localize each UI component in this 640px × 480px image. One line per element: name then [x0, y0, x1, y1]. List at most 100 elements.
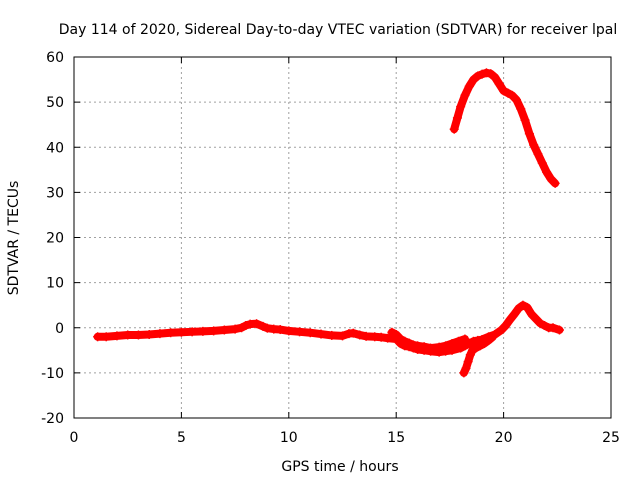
y-tick-label: 20 — [46, 231, 64, 247]
x-axis-label: GPS time / hours — [281, 459, 398, 475]
series-dip-and-recovery — [459, 332, 498, 378]
data-point — [447, 339, 457, 349]
data-point — [316, 329, 326, 339]
data-point — [533, 149, 543, 159]
data-point — [338, 331, 347, 341]
data-point — [112, 331, 122, 341]
data-point — [496, 325, 506, 335]
data-point — [460, 334, 470, 344]
y-tick-label: -20 — [41, 411, 64, 427]
data-point — [456, 102, 466, 112]
data-point — [400, 336, 410, 346]
data-point — [376, 332, 386, 342]
data-point — [554, 325, 564, 335]
data-point — [241, 320, 251, 330]
data-point — [463, 357, 473, 367]
x-tick-label: 10 — [280, 430, 298, 446]
data-point — [166, 328, 176, 338]
y-tick-label: 0 — [55, 321, 64, 337]
data-point — [348, 328, 358, 338]
data-point — [509, 309, 519, 319]
data-point — [531, 314, 541, 324]
data-point — [413, 341, 423, 351]
data-point — [546, 174, 556, 184]
data-point — [361, 331, 371, 341]
data-point — [548, 323, 558, 333]
data-point — [501, 320, 511, 330]
data-point — [527, 309, 537, 319]
data-point — [505, 315, 515, 325]
data-point — [230, 324, 240, 334]
series-main-track — [93, 300, 564, 357]
data-point — [473, 71, 483, 81]
y-tick-label: 30 — [46, 185, 64, 201]
data-point — [488, 332, 498, 342]
data-point — [542, 167, 552, 177]
y-tick-label: 60 — [46, 50, 64, 66]
data-point — [520, 115, 530, 125]
y-tick-label: 10 — [46, 276, 64, 292]
data-point — [209, 326, 219, 336]
y-tick-label: 50 — [46, 95, 64, 111]
series-secondary-track — [387, 327, 470, 353]
x-tick-label: 5 — [177, 430, 186, 446]
y-axis-label: SDTVAR / TECUs — [6, 181, 22, 296]
data-point — [537, 158, 547, 168]
data-point — [449, 124, 459, 134]
x-tick-label: 0 — [70, 430, 79, 446]
x-tick-label: 25 — [602, 430, 620, 446]
data-point — [101, 332, 111, 342]
tick-labels: 0 5 10 15 20 25 -20 -10 0 10 20 30 40 50 60 — [41, 50, 620, 446]
data-point — [453, 336, 463, 346]
data-point — [459, 368, 469, 378]
data-point — [305, 328, 315, 338]
series-upper-arc — [449, 68, 560, 188]
y-tick-label: 40 — [46, 140, 64, 156]
data-point — [516, 104, 526, 114]
data-point — [522, 302, 532, 312]
data-point — [408, 340, 418, 350]
x-tick-label: 15 — [387, 430, 405, 446]
data-point — [187, 327, 197, 337]
data-point — [469, 336, 479, 346]
data-point — [295, 327, 305, 337]
data-point — [258, 321, 268, 331]
data-point — [262, 323, 272, 333]
data-point — [155, 329, 165, 339]
data-point — [355, 330, 365, 340]
data-point — [490, 72, 500, 82]
data-point — [464, 81, 474, 91]
plot-frame — [73, 56, 612, 419]
data-point — [252, 319, 262, 329]
data-point — [461, 363, 471, 373]
data-point — [133, 330, 143, 340]
data-point — [93, 332, 103, 342]
data-point — [507, 90, 517, 100]
data-point — [477, 69, 487, 79]
data-point — [550, 178, 560, 188]
data-point — [419, 342, 429, 352]
data-point — [529, 140, 539, 150]
data-point — [144, 330, 154, 340]
data-point — [176, 327, 186, 337]
data-point — [481, 68, 491, 78]
y-tick-label: -10 — [41, 366, 64, 382]
data-point — [404, 338, 414, 348]
data-point — [426, 343, 436, 353]
data-point — [465, 350, 475, 360]
data-point — [198, 326, 208, 336]
data-point — [219, 325, 229, 335]
series-trace — [459, 332, 497, 377]
data-point — [383, 333, 393, 343]
data-point — [494, 79, 504, 89]
data-point — [327, 330, 337, 340]
data-point — [391, 330, 401, 340]
data-point — [511, 95, 521, 105]
data-point — [524, 129, 534, 139]
data-point — [460, 90, 470, 100]
data-point — [452, 113, 462, 123]
chart-title: Day 114 of 2020, Sidereal Day-to-day VTE… — [59, 22, 617, 38]
